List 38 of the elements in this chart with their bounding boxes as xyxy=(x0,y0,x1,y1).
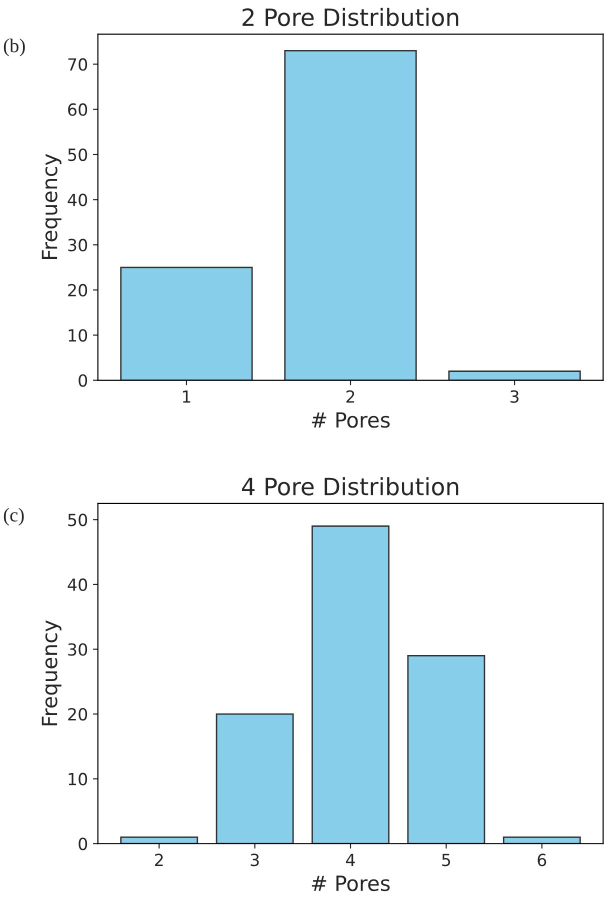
y-axis-title: Frequency xyxy=(42,620,62,726)
bar xyxy=(120,266,253,380)
y-tick-label: 30 xyxy=(68,643,88,656)
y-tick-label: 0 xyxy=(78,838,88,850)
text: (c) xyxy=(4,508,24,526)
y-tick-label: 60 xyxy=(68,103,88,116)
x-tick-label: 3 xyxy=(250,854,259,866)
y-tick-label: 50 xyxy=(68,514,88,526)
text: (b) xyxy=(4,38,25,56)
bar xyxy=(312,525,390,844)
chart-title: 2 Pore Distribution xyxy=(242,8,458,26)
chart-title: 4 Pore Distribution xyxy=(242,477,458,496)
x-tick-label: 4 xyxy=(346,854,355,866)
y-tick-label: 40 xyxy=(68,578,88,592)
bar xyxy=(407,655,486,844)
y-axis-title: Frequency xyxy=(42,154,62,259)
y-tick-label: 0 xyxy=(78,374,88,387)
x-tick-label: 1 xyxy=(183,390,190,403)
y-tick-label: 30 xyxy=(68,238,88,252)
y-tick-label: 50 xyxy=(68,148,88,162)
y-tick-label: 20 xyxy=(68,284,88,297)
y-tick-label: 10 xyxy=(68,329,88,342)
x-tick-label: 2 xyxy=(346,390,354,403)
x-tick-label: 2 xyxy=(155,854,163,866)
y-tick-label: 20 xyxy=(68,708,88,721)
x-axis-title: # Pores xyxy=(312,876,390,892)
bar xyxy=(502,836,581,844)
x-tick-label: 6 xyxy=(538,854,546,866)
bar xyxy=(216,713,294,844)
x-tick-label: 3 xyxy=(510,390,519,403)
x-axis-title: # Pores xyxy=(312,412,390,428)
y-tick-label: 10 xyxy=(68,772,88,786)
y-tick-label: 70 xyxy=(68,58,88,71)
x-tick-label: 5 xyxy=(442,854,450,866)
bar xyxy=(284,50,417,380)
bar xyxy=(448,370,581,380)
y-tick-label: 40 xyxy=(68,194,88,206)
bar xyxy=(120,836,198,844)
